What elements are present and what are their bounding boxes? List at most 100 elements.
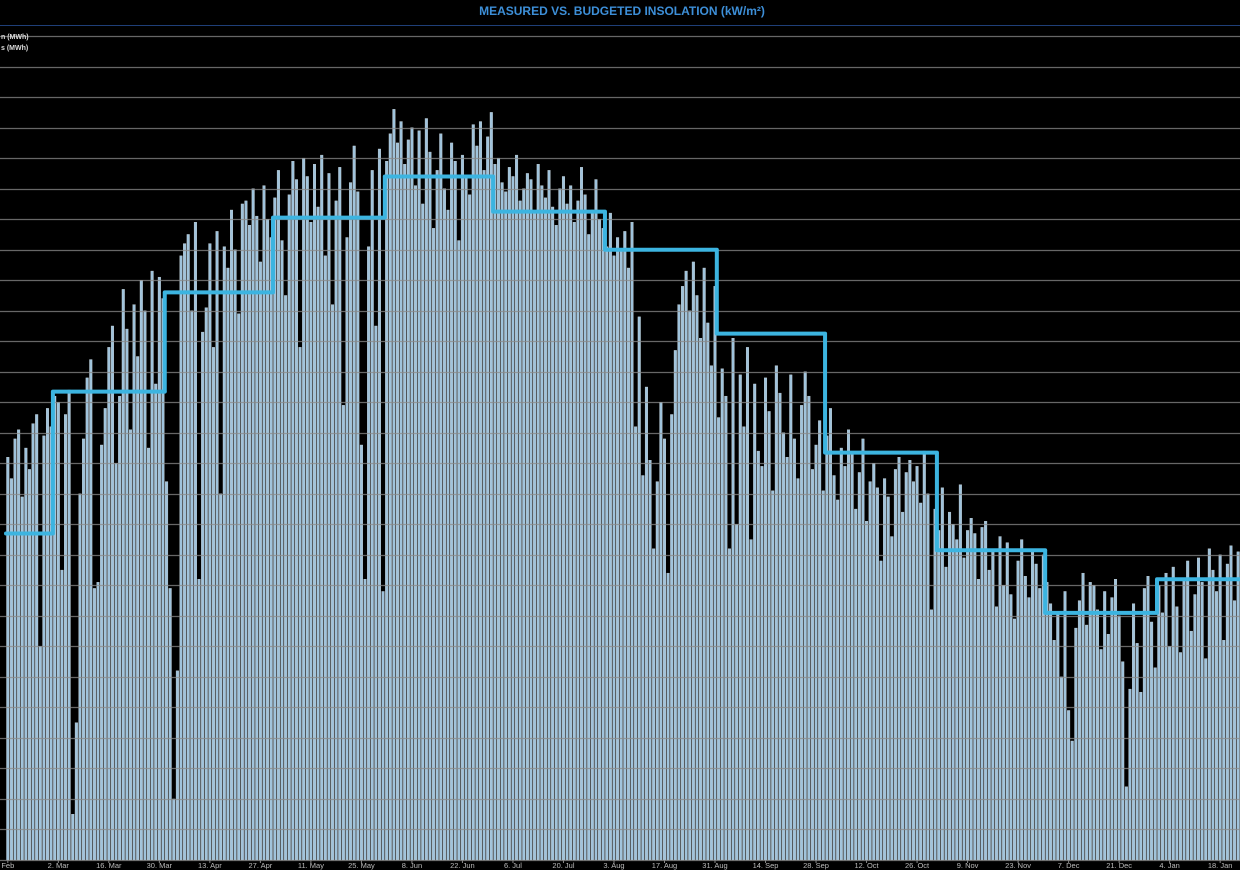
bar bbox=[417, 130, 421, 861]
bar bbox=[792, 438, 796, 861]
bar bbox=[291, 161, 295, 861]
bar bbox=[197, 579, 201, 861]
bar bbox=[1005, 542, 1009, 861]
bar bbox=[38, 646, 42, 861]
bar bbox=[709, 365, 713, 861]
bar bbox=[670, 414, 674, 861]
bar bbox=[919, 502, 923, 861]
bar bbox=[594, 179, 598, 861]
bar bbox=[1186, 560, 1190, 861]
x-tick-label: 8. Jun bbox=[402, 861, 422, 870]
bar bbox=[634, 426, 638, 861]
bar bbox=[493, 164, 497, 861]
bar bbox=[248, 225, 252, 861]
bar bbox=[35, 414, 39, 861]
bar bbox=[175, 670, 179, 861]
x-tick-label: 13. Apr bbox=[198, 861, 222, 870]
bar bbox=[215, 231, 219, 861]
bar bbox=[42, 435, 46, 861]
bar bbox=[165, 481, 169, 861]
bar bbox=[1088, 582, 1092, 861]
bar bbox=[536, 164, 540, 861]
bar bbox=[421, 203, 425, 861]
bar bbox=[428, 151, 432, 861]
bar bbox=[287, 194, 291, 861]
bar bbox=[85, 377, 89, 861]
bar bbox=[994, 606, 998, 861]
bar bbox=[875, 487, 879, 861]
bar bbox=[644, 386, 648, 861]
bar bbox=[922, 450, 926, 861]
bar bbox=[1168, 646, 1172, 861]
bar bbox=[20, 496, 24, 861]
bar bbox=[489, 112, 493, 861]
bar bbox=[706, 322, 710, 861]
bar bbox=[1142, 588, 1146, 861]
bar bbox=[56, 402, 60, 861]
bar bbox=[71, 814, 75, 861]
x-tick-label: 21. Dec bbox=[1106, 861, 1132, 870]
bar bbox=[341, 405, 345, 861]
x-tick-label: 6. Jul bbox=[504, 861, 522, 870]
bar bbox=[948, 511, 952, 861]
bar bbox=[331, 304, 335, 861]
bar bbox=[1182, 579, 1186, 861]
bar bbox=[832, 475, 836, 861]
bar bbox=[944, 566, 948, 861]
bar bbox=[82, 438, 86, 861]
bar bbox=[580, 167, 584, 861]
bar bbox=[966, 530, 970, 861]
bar bbox=[237, 313, 241, 861]
bar bbox=[1124, 786, 1128, 861]
bar bbox=[1070, 740, 1074, 861]
bar bbox=[1236, 551, 1240, 861]
bar bbox=[561, 176, 565, 861]
bar bbox=[1153, 667, 1157, 861]
bar bbox=[612, 255, 616, 861]
bar bbox=[1027, 597, 1031, 861]
bar bbox=[767, 411, 771, 861]
bar bbox=[962, 557, 966, 861]
bar bbox=[843, 466, 847, 861]
bar bbox=[749, 539, 753, 861]
x-tick-label: 31. Aug bbox=[702, 861, 727, 870]
bar bbox=[500, 182, 504, 861]
x-tick-label: 28. Sep bbox=[803, 861, 829, 870]
bar bbox=[839, 447, 843, 861]
bar bbox=[334, 200, 338, 861]
bar bbox=[60, 569, 64, 861]
bar bbox=[96, 582, 100, 861]
bar bbox=[27, 469, 31, 861]
x-tick-label: 25. May bbox=[348, 861, 375, 870]
bar bbox=[276, 170, 280, 861]
bar bbox=[136, 356, 140, 861]
bar bbox=[901, 511, 905, 861]
bar bbox=[471, 124, 475, 861]
bar bbox=[230, 209, 234, 861]
bar bbox=[616, 237, 620, 861]
bar bbox=[1095, 609, 1099, 861]
bar bbox=[507, 167, 511, 861]
bar bbox=[1211, 569, 1215, 861]
bar bbox=[345, 237, 349, 861]
bar bbox=[980, 527, 984, 861]
x-tick-label: 3. Aug bbox=[603, 861, 624, 870]
bar bbox=[547, 170, 551, 861]
bar bbox=[359, 444, 363, 861]
bar bbox=[298, 347, 302, 861]
bar bbox=[1103, 591, 1107, 861]
bar bbox=[800, 405, 804, 861]
bar bbox=[753, 383, 757, 861]
bar bbox=[323, 255, 327, 861]
bar bbox=[893, 469, 897, 861]
bar bbox=[742, 426, 746, 861]
bar bbox=[695, 295, 699, 861]
bar bbox=[1110, 597, 1114, 861]
bar bbox=[821, 490, 825, 861]
bar bbox=[886, 496, 890, 861]
bar bbox=[349, 182, 353, 861]
x-tick-label: 17. Aug bbox=[652, 861, 677, 870]
bar bbox=[338, 167, 342, 861]
bar bbox=[760, 466, 764, 861]
